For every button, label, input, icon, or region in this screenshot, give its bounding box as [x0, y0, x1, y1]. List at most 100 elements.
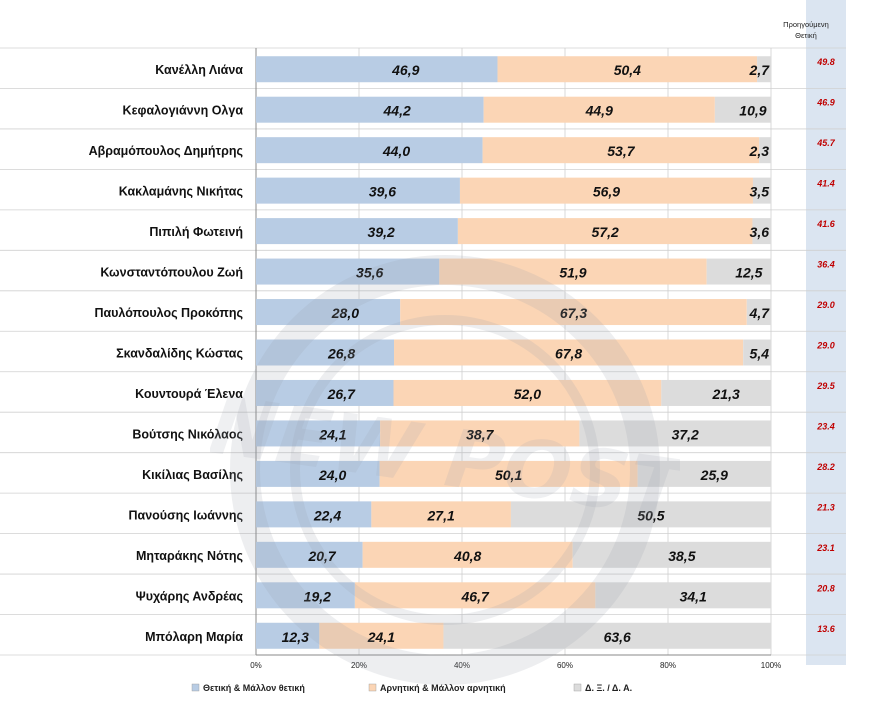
- previous-subtitle: Θετική: [795, 31, 817, 40]
- bar-segment: [400, 299, 747, 326]
- bar-segment: [483, 96, 715, 123]
- bar-segment: [362, 541, 573, 568]
- bar-value-label: 22,4: [313, 507, 341, 523]
- previous-value: 46.9: [816, 98, 835, 108]
- bar-segment: [482, 137, 760, 164]
- bar-segment: [579, 420, 771, 447]
- bar-value-label: 26,7: [327, 386, 356, 402]
- bar-segment: [746, 299, 771, 326]
- legend-label: Θετική & Μάλλον θετική: [203, 683, 305, 693]
- category-label: Κωνσταντόπουλου Ζωή: [100, 266, 243, 280]
- bar-segment: [256, 299, 401, 326]
- bar-value-label: 20,7: [307, 548, 336, 564]
- bar-segment: [354, 582, 596, 609]
- bar-segment: [256, 501, 372, 528]
- category-label: Πανούσης Ιωάννης: [129, 508, 244, 522]
- category-label: Ψυχάρης Ανδρέας: [136, 589, 243, 603]
- category-label: Αβραμόπουλος Δημήτρης: [89, 144, 243, 158]
- bar-segment: [379, 460, 638, 487]
- category-label: Μηταράκης Νότης: [136, 549, 243, 563]
- bar-segment: [443, 622, 771, 649]
- x-tick-label: 0%: [250, 661, 262, 670]
- bar-value-label: 51,9: [559, 265, 586, 281]
- category-label: Κουντουρά Έλενα: [135, 387, 243, 401]
- bar-value-label: 12,5: [735, 265, 762, 281]
- bar-value-label: 24,1: [367, 629, 395, 645]
- bar-value-label: 24,0: [318, 467, 346, 483]
- bar-segment: [510, 501, 771, 528]
- previous-value: 41.4: [816, 179, 835, 189]
- bar-segment: [497, 56, 758, 83]
- previous-value: 36.4: [817, 260, 835, 270]
- bar-value-label: 38,5: [668, 548, 695, 564]
- bar-value-label: 39,2: [368, 224, 395, 240]
- bar-segment: [256, 582, 355, 609]
- bar-segment: [459, 177, 753, 204]
- bar-value-label: 3,5: [750, 184, 770, 200]
- legend-label: Δ. Ξ. / Δ. Α.: [585, 683, 632, 693]
- category-label: Κικίλιας Βασίλης: [142, 468, 243, 482]
- bar-segment: [256, 622, 320, 649]
- previous-value: 45.7: [816, 138, 836, 148]
- bar-value-label: 44,9: [585, 103, 613, 119]
- bar-segment: [256, 379, 394, 406]
- bar-segment: [595, 582, 771, 609]
- bar-value-label: 5,4: [750, 346, 770, 362]
- bar-segment: [743, 339, 771, 366]
- x-tick-label: 60%: [557, 661, 573, 670]
- previous-value: 29.5: [816, 381, 836, 391]
- previous-value: 41.6: [816, 219, 836, 229]
- bar-segment: [637, 460, 771, 487]
- bar-value-label: 44,0: [382, 143, 410, 159]
- bar-value-label: 50,1: [495, 467, 522, 483]
- bar-segment: [752, 218, 771, 245]
- category-label: Σκανδαλίδης Κώστας: [116, 347, 243, 361]
- previous-value: 29.0: [816, 341, 835, 351]
- bar-segment: [393, 379, 662, 406]
- legend-swatch: [191, 683, 200, 692]
- bar-segment: [572, 541, 771, 568]
- bar-segment: [256, 96, 484, 123]
- bar-value-label: 63,6: [604, 629, 631, 645]
- previous-value: 28.2: [816, 462, 835, 472]
- bar-segment: [256, 258, 440, 285]
- bar-value-label: 10,9: [739, 103, 766, 119]
- bar-value-label: 2,7: [749, 62, 771, 78]
- bar-segment: [371, 501, 511, 528]
- category-label: Κανέλλη Λιάνα: [155, 63, 243, 77]
- x-tick-label: 100%: [761, 661, 781, 670]
- legend-swatch: [368, 683, 377, 692]
- previous-value: 23.4: [816, 421, 835, 431]
- category-label: Κακλαμάνης Νικήτας: [119, 185, 243, 199]
- bar-segment: [256, 339, 395, 366]
- bar-segment: [661, 379, 771, 406]
- previous-value: 29.0: [816, 300, 835, 310]
- bar-value-label: 12,3: [282, 629, 309, 645]
- bar-value-label: 27,1: [427, 507, 455, 523]
- bar-value-label: 21,3: [712, 386, 740, 402]
- previous-value: 21.3: [816, 502, 835, 512]
- bar-value-label: 24,1: [318, 426, 346, 442]
- bar-segment: [714, 96, 771, 123]
- bar-value-label: 67,3: [560, 305, 587, 321]
- previous-value: 23.1: [816, 543, 835, 553]
- bar-segment: [256, 56, 498, 83]
- bar-value-label: 2,3: [749, 143, 770, 159]
- category-label: Βούτσης Νικόλαος: [132, 427, 243, 441]
- bar-segment: [319, 622, 444, 649]
- bar-segment: [706, 258, 771, 285]
- bar-segment: [759, 137, 771, 164]
- bar-value-label: 40,8: [453, 548, 481, 564]
- previous-value: 20.8: [816, 583, 835, 593]
- previous-value: 13.6: [817, 624, 836, 634]
- bar-value-label: 25,9: [700, 467, 728, 483]
- bar-value-label: 46,9: [391, 62, 419, 78]
- bar-segment: [256, 137, 483, 164]
- legend-label: Αρνητική & Μάλλον αρνητική: [380, 683, 506, 693]
- bar-value-label: 39,6: [369, 184, 396, 200]
- bar-value-label: 3,6: [750, 224, 770, 240]
- bar-value-label: 67,8: [555, 346, 582, 362]
- bar-segment: [394, 339, 744, 366]
- bar-segment: [256, 218, 458, 245]
